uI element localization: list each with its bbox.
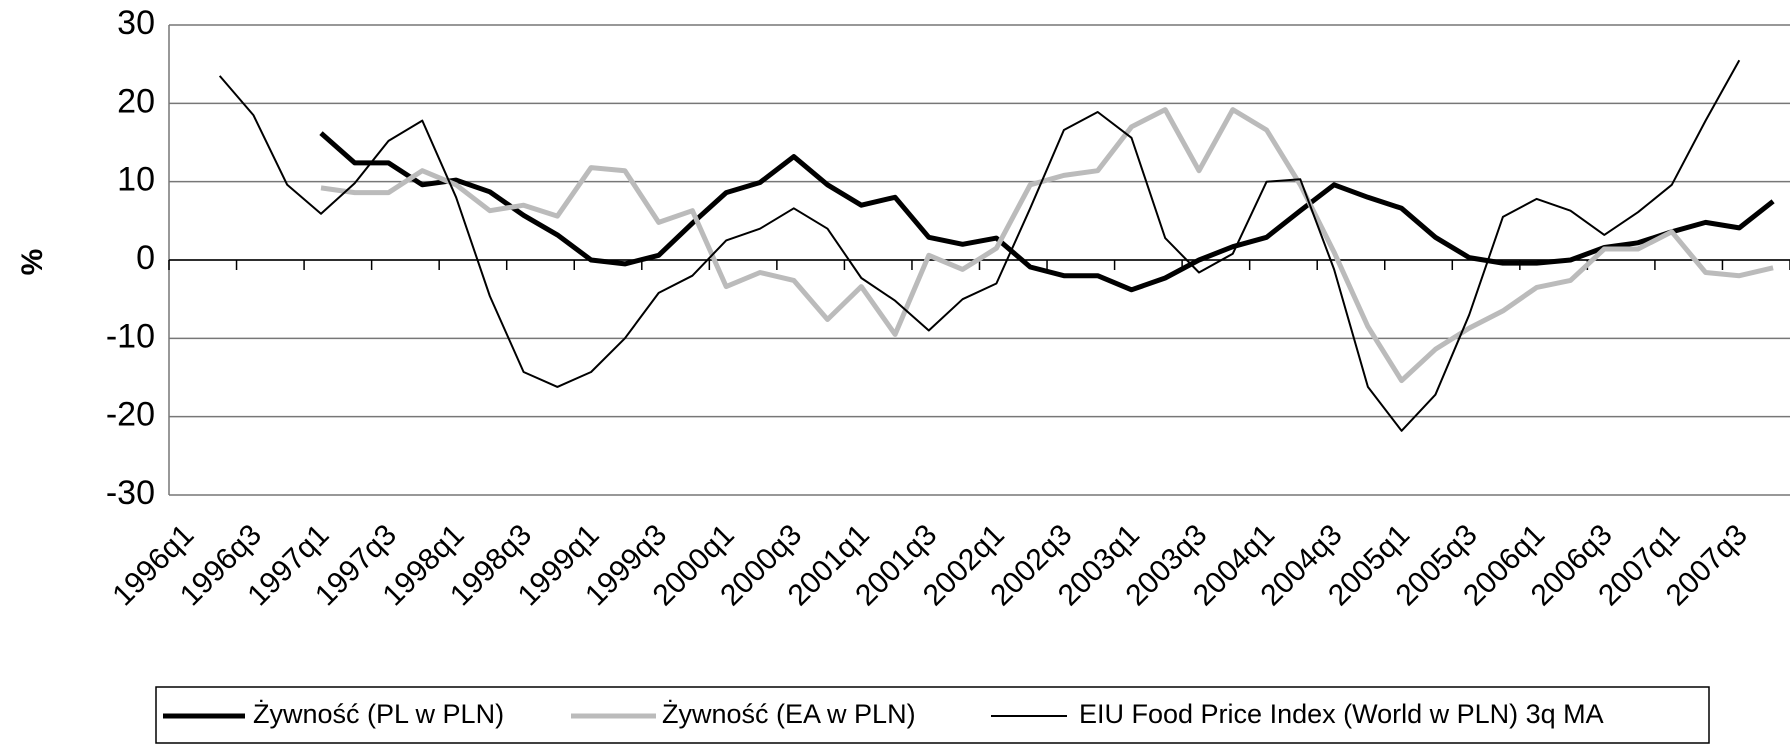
- y-tick-label: 30: [117, 4, 155, 42]
- legend-label: EIU Food Price Index (World w PLN) 3q MA: [1079, 699, 1604, 729]
- y-axis-label: %: [16, 249, 49, 276]
- legend-label: Żywność (PL w PLN): [253, 698, 504, 729]
- y-tick-label: -20: [106, 396, 155, 434]
- y-tick-label: 0: [136, 239, 155, 277]
- y-tick-label: -10: [106, 317, 155, 355]
- y-tick-label: 10: [117, 161, 155, 199]
- y-tick-label: 20: [117, 82, 155, 120]
- legend-label: Żywność (EA w PLN): [662, 698, 916, 729]
- y-tick-label: -30: [106, 474, 155, 512]
- legend-box: [155, 686, 1710, 744]
- series-line: [319, 131, 1775, 293]
- series-line: [218, 59, 1741, 432]
- series-line: [320, 107, 1774, 384]
